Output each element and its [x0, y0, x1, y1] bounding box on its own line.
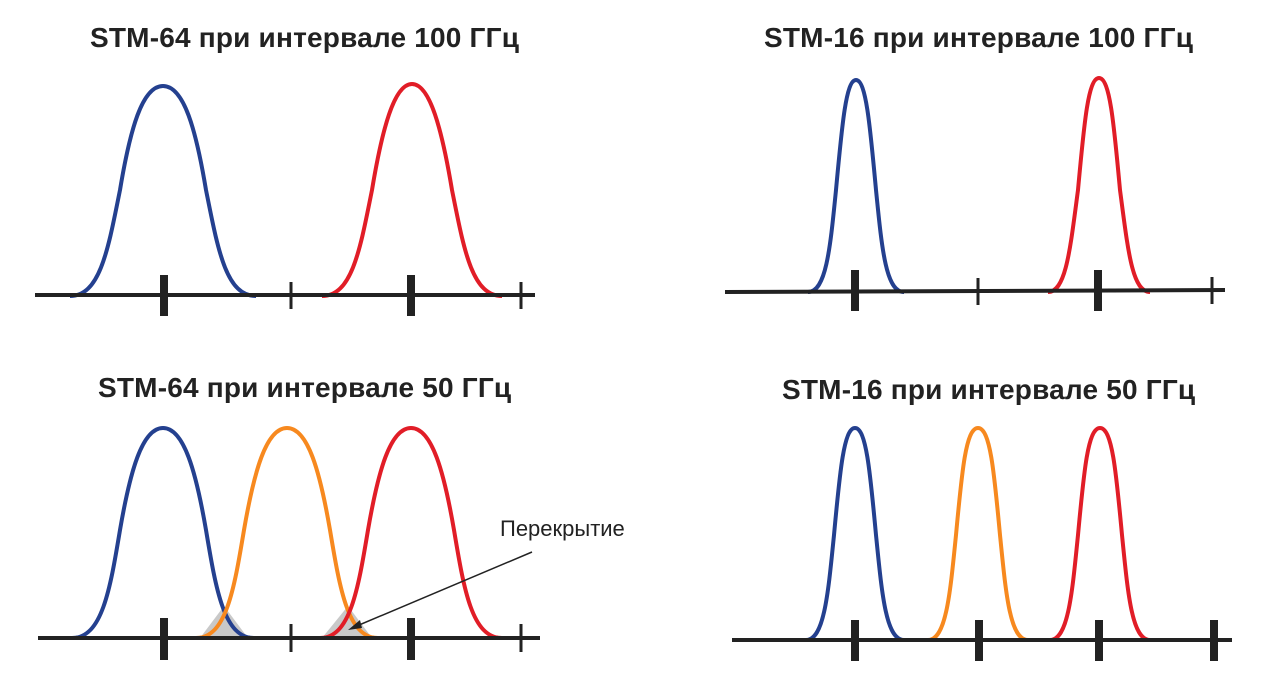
channel-red-curve: [1049, 425, 1151, 642]
panel-title-stm64-100ghz: STM-64 при интервале 100 ГГц: [90, 22, 520, 53]
channel-red-curve: [1047, 75, 1151, 294]
panel-stm64-100ghz: [35, 81, 535, 316]
channel-blue-curve: [805, 425, 905, 642]
channel-blue-curve: [71, 425, 255, 640]
channel-orange-curve: [927, 425, 1029, 642]
channel-red-curve: [321, 81, 503, 298]
panel-stm64-50ghz: [38, 425, 540, 660]
channel-orange-curve: [195, 425, 379, 640]
panel-stm16-100ghz: [724, 75, 1226, 311]
axis-line: [724, 288, 1226, 294]
panel-title-stm16-100ghz: STM-16 при интервале 100 ГГц: [764, 22, 1194, 53]
overlap-annotation-label: Перекрытие: [500, 516, 625, 541]
panel-title-stm16-50ghz: STM-16 при интервале 50 ГГц: [782, 374, 1196, 405]
channel-blue-curve: [807, 77, 905, 294]
channel-blue-curve: [69, 83, 257, 298]
annotation-pointer-line: [351, 551, 533, 629]
panel-title-stm64-50ghz: STM-64 при интервале 50 ГГц: [98, 372, 512, 403]
panel-stm16-50ghz: [732, 425, 1232, 661]
annotation-arrowhead: [348, 620, 362, 630]
